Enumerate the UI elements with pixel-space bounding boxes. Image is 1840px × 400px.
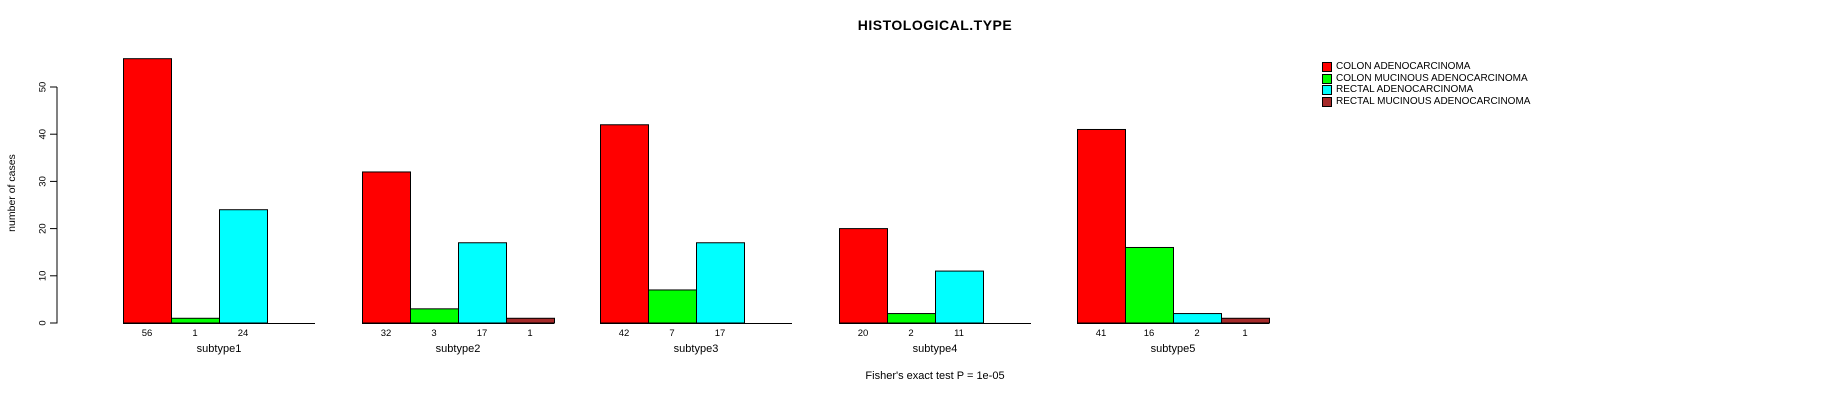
group-label: subtype5 bbox=[1151, 343, 1196, 355]
legend-swatch-icon bbox=[1322, 96, 1332, 107]
bar-count-label: 17 bbox=[715, 328, 726, 339]
bar-count-label: 42 bbox=[619, 328, 630, 339]
bar-count-label: 41 bbox=[1096, 328, 1107, 339]
legend-item: COLON MUCINOUS ADENOCARCINOMA bbox=[1322, 73, 1530, 85]
y-axis-tick-label: 20 bbox=[38, 223, 49, 234]
bar-count-label: 24 bbox=[238, 328, 249, 339]
group-label: subtype3 bbox=[674, 343, 719, 355]
y-axis-tick-label: 10 bbox=[38, 271, 49, 282]
bar bbox=[123, 58, 172, 324]
legend-label: RECTAL MUCINOUS ADENOCARCINOMA bbox=[1336, 96, 1531, 108]
bar bbox=[887, 313, 936, 324]
bar bbox=[171, 317, 220, 324]
bar bbox=[362, 171, 411, 324]
bar bbox=[600, 124, 649, 324]
y-axis-tick-label: 30 bbox=[38, 176, 49, 187]
bar bbox=[935, 270, 984, 324]
bar-count-label: 1 bbox=[527, 328, 532, 339]
bar-count-label: 7 bbox=[669, 328, 674, 339]
bar bbox=[1173, 313, 1222, 324]
legend-label: RECTAL ADENOCARCINOMA bbox=[1336, 84, 1474, 96]
bar-count-label: 2 bbox=[1194, 328, 1199, 339]
bar-count-label: 11 bbox=[954, 328, 964, 339]
bar-count-label: 56 bbox=[142, 328, 153, 339]
bar bbox=[219, 209, 268, 324]
legend-swatch-icon bbox=[1322, 61, 1332, 72]
y-axis-tick-label: 40 bbox=[38, 129, 49, 140]
fisher-test-annotation: Fisher's exact test P = 1e-05 bbox=[865, 370, 1005, 382]
chart-title: HISTOLOGICAL.TYPE bbox=[857, 17, 1013, 33]
bar-count-label: 16 bbox=[1144, 328, 1155, 339]
legend-label: COLON ADENOCARCINOMA bbox=[1336, 61, 1471, 72]
bar-count-label: 1 bbox=[192, 328, 197, 339]
bar bbox=[1221, 317, 1270, 324]
y-axis-tick-label: 0 bbox=[38, 320, 49, 325]
bar-count-label: 1 bbox=[1242, 328, 1247, 339]
legend-item: RECTAL ADENOCARCINOMA bbox=[1322, 84, 1530, 96]
legend-item: COLON ADENOCARCINOMA bbox=[1322, 61, 1530, 73]
bar bbox=[648, 289, 697, 324]
legend-label: COLON MUCINOUS ADENOCARCINOMA bbox=[1336, 72, 1528, 84]
y-axis-tick-label: 50 bbox=[38, 82, 49, 93]
y-axis-label: number of cases bbox=[6, 154, 18, 232]
legend-swatch-icon bbox=[1322, 85, 1332, 96]
bar bbox=[1125, 246, 1174, 324]
bar-count-label: 2 bbox=[908, 328, 913, 339]
bar-count-label: 32 bbox=[381, 328, 392, 339]
bar bbox=[410, 308, 459, 324]
bar-count-label: 17 bbox=[477, 328, 488, 339]
bar bbox=[458, 242, 507, 324]
bar bbox=[696, 242, 745, 324]
bar bbox=[506, 317, 555, 324]
bar bbox=[839, 228, 888, 324]
group-label: subtype4 bbox=[913, 343, 958, 355]
legend: COLON ADENOCARCINOMA COLON MUCINOUS ADEN… bbox=[1322, 61, 1530, 108]
legend-swatch-icon bbox=[1322, 73, 1332, 84]
bar bbox=[1077, 128, 1126, 324]
legend-item: RECTAL MUCINOUS ADENOCARCINOMA bbox=[1322, 96, 1530, 108]
group-label: subtype2 bbox=[436, 343, 481, 355]
bar-count-label: 3 bbox=[431, 328, 436, 339]
group-label: subtype1 bbox=[197, 343, 242, 355]
bar-count-label: 20 bbox=[858, 328, 869, 339]
